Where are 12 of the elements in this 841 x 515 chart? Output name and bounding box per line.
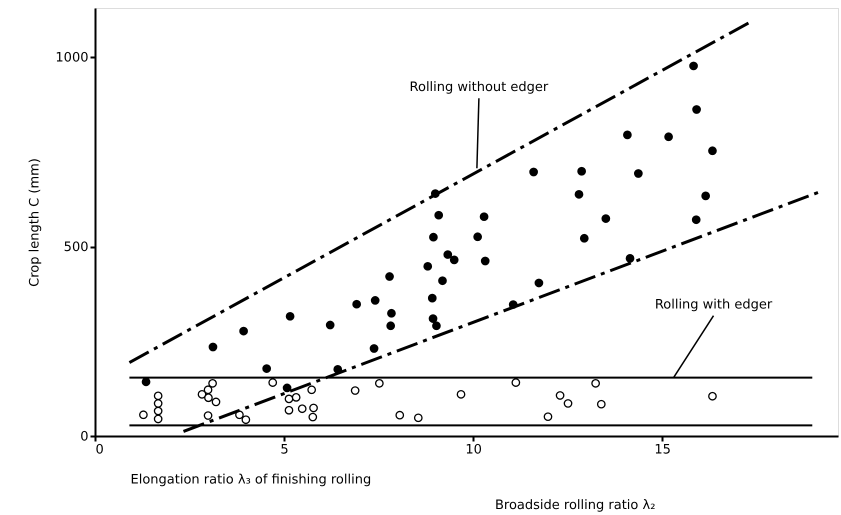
annotation: Rolling without edger (410, 80, 549, 96)
x-tick-label: 10 (465, 442, 482, 458)
x-tick-label: 5 (280, 442, 289, 458)
annotation: Rolling with edger (654, 298, 773, 313)
y-axis-title: Crop length C (mm) (27, 158, 42, 287)
x-tick-label: 0 (96, 442, 104, 458)
x-axis-title: Elongation ratio λ₃ of finishing rolling (130, 472, 372, 488)
x-tick-label: 15 (654, 442, 671, 458)
text: Broadside rolling ratio λ₂ (495, 498, 656, 513)
y-tick-label: 1000 (55, 50, 88, 66)
y-tick-label: 0 (80, 430, 88, 444)
y-tick-label: 500 (64, 240, 88, 256)
